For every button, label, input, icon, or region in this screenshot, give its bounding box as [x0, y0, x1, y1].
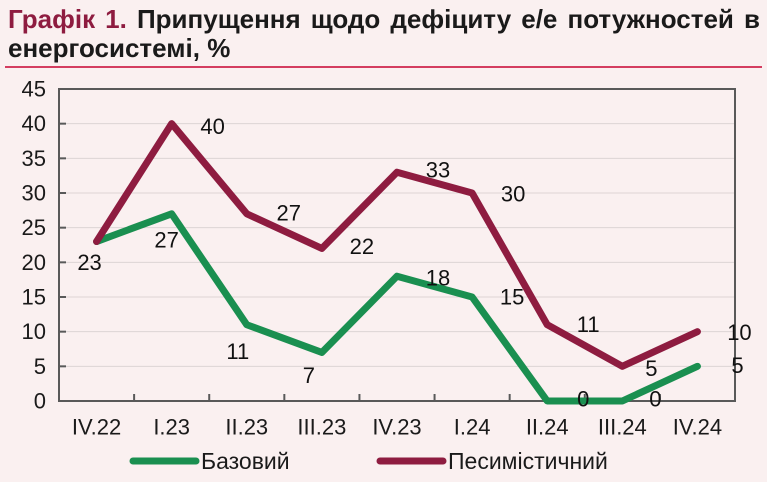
data-label-1-1: 40 — [200, 114, 224, 139]
x-axis-tick-label: II.24 — [526, 415, 569, 440]
x-axis-tick-label: IV.23 — [372, 415, 421, 440]
legend-label-0: Базовий — [201, 448, 290, 474]
data-label-0-6: 0 — [577, 387, 589, 412]
chart-title: Графік 1. Припущення щодо дефіциту е/е п… — [8, 5, 760, 63]
data-label-0-4: 18 — [426, 266, 450, 291]
data-label-0-2: 11 — [226, 339, 249, 364]
y-axis-tick-label: 15 — [22, 285, 46, 310]
x-axis-tick-label: I.24 — [454, 415, 491, 440]
x-axis-tick-label: II.23 — [225, 415, 268, 440]
x-axis-tick-label: III.24 — [598, 415, 647, 440]
data-label-1-4: 33 — [426, 158, 450, 183]
y-axis-tick-label: 20 — [22, 250, 46, 275]
y-axis-tick-label: 5 — [34, 354, 46, 379]
data-label-0-7: 0 — [649, 387, 661, 412]
data-label-1-7: 5 — [645, 356, 657, 381]
data-label-0-5: 15 — [500, 285, 524, 310]
x-axis-tick-label: I.23 — [153, 415, 190, 440]
y-axis-tick-label: 35 — [22, 146, 46, 171]
y-axis-tick-label: 30 — [22, 181, 46, 206]
data-label-1-8: 10 — [727, 320, 751, 345]
data-label-0-8: 5 — [731, 353, 743, 378]
data-label-1-3: 22 — [350, 234, 374, 259]
data-label-1-6: 11 — [577, 312, 600, 337]
chart-title-line1: Графік 1. Припущення щодо дефіциту е/е п… — [8, 5, 760, 34]
chart-title-text: Припущення щодо дефіциту е/е потужностей… — [136, 4, 760, 34]
x-axis-tick-label: IV.22 — [72, 415, 121, 440]
data-label-0-1: 27 — [154, 227, 178, 252]
data-label-0-3: 7 — [303, 363, 315, 388]
data-label-0-0: 23 — [77, 250, 101, 275]
y-axis-tick-label: 0 — [34, 389, 46, 414]
chart-number-label: Графік 1. — [8, 4, 127, 34]
y-axis-tick-label: 25 — [22, 215, 46, 240]
chart-title-line2: енергосистемі, % — [8, 33, 231, 63]
series-line-0 — [93, 210, 701, 405]
data-label-1-2: 27 — [277, 200, 301, 225]
plot-border — [58, 88, 736, 402]
data-label-1-5: 30 — [501, 182, 525, 207]
title-underline — [5, 66, 762, 68]
x-axis-tick-label: IV.24 — [673, 415, 722, 440]
legend-label-1: Песимістичний — [448, 448, 608, 474]
x-axis-tick-label: III.23 — [297, 415, 346, 440]
y-axis-tick-label: 10 — [22, 319, 46, 344]
y-axis-tick-label: 40 — [22, 111, 46, 136]
series-line-1 — [93, 120, 701, 370]
y-axis-tick-label: 45 — [22, 77, 46, 102]
